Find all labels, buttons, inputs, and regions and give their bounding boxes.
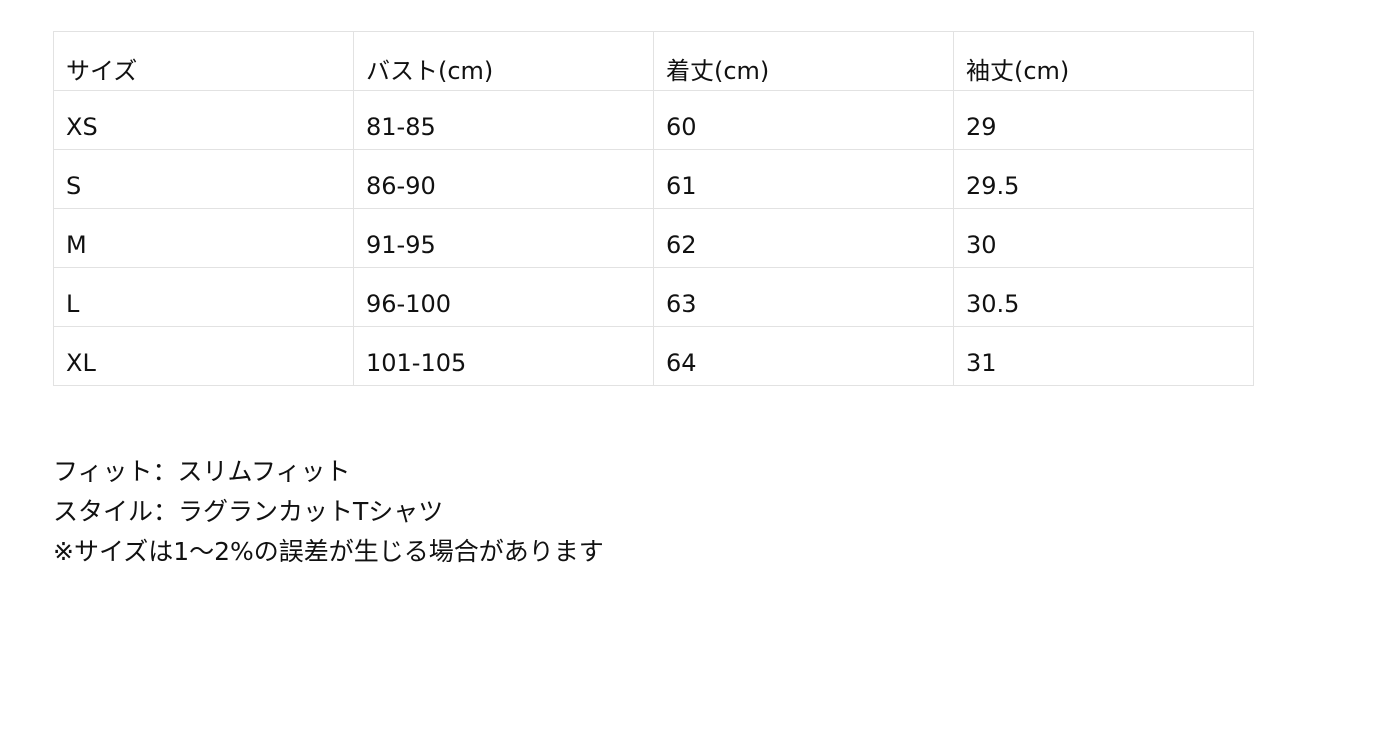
table-row: L 96-100 63 30.5	[53, 267, 1254, 327]
column-header: バスト(cm)	[353, 31, 654, 91]
table-cell: 86-90	[353, 149, 654, 209]
table-header-row: サイズ バスト(cm) 着丈(cm) 袖丈(cm)	[53, 31, 1254, 91]
size-table: サイズ バスト(cm) 着丈(cm) 袖丈(cm) XS 81-85 60 29 S 86-90 6…	[53, 31, 1254, 386]
table-cell: 60	[653, 90, 954, 150]
product-notes: フィット：スリムフィット スタイル：ラグランカットTシャツ ※サイズは1～2%の…	[53, 452, 604, 572]
size-tolerance-note: ※サイズは1～2%の誤差が生じる場合があります	[53, 537, 604, 566]
table-row: M 91-95 62 30	[53, 208, 1254, 268]
table-row: XS 81-85 60 29	[53, 90, 1254, 150]
table-cell: 101-105	[353, 326, 654, 386]
table-cell: 30.5	[953, 267, 1254, 327]
fit-note: フィット：スリムフィット	[53, 457, 351, 486]
table-cell: S	[53, 149, 354, 209]
table-cell: 81-85	[353, 90, 654, 150]
column-header: 着丈(cm)	[653, 31, 954, 91]
table-cell: 91-95	[353, 208, 654, 268]
table-cell: M	[53, 208, 354, 268]
table-cell: XL	[53, 326, 354, 386]
table-row: S 86-90 61 29.5	[53, 149, 1254, 209]
table-cell: 30	[953, 208, 1254, 268]
style-note: スタイル：ラグランカットTシャツ	[53, 497, 444, 526]
table-cell: 29	[953, 90, 1254, 150]
column-header: 袖丈(cm)	[953, 31, 1254, 91]
table-cell: 96-100	[353, 267, 654, 327]
table-cell: 63	[653, 267, 954, 327]
table-cell: 31	[953, 326, 1254, 386]
table-cell: L	[53, 267, 354, 327]
table-cell: XS	[53, 90, 354, 150]
table-cell: 62	[653, 208, 954, 268]
table-row: XL 101-105 64 31	[53, 326, 1254, 386]
column-header: サイズ	[53, 31, 354, 91]
table-cell: 61	[653, 149, 954, 209]
table-cell: 64	[653, 326, 954, 386]
table-cell: 29.5	[953, 149, 1254, 209]
